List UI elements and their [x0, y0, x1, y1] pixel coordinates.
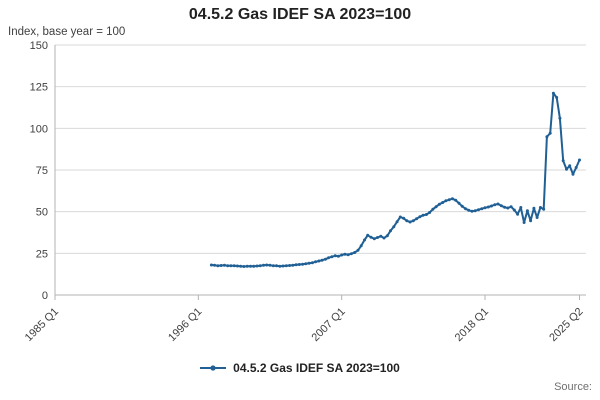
svg-text:150: 150: [30, 40, 48, 52]
svg-text:50: 50: [36, 207, 48, 219]
svg-text:1985 Q1: 1985 Q1: [23, 306, 61, 344]
svg-text:2018 Q1: 2018 Q1: [453, 306, 491, 344]
svg-text:25: 25: [36, 248, 48, 260]
legend[interactable]: 04.5.2 Gas IDEF SA 2023=100: [0, 361, 600, 375]
svg-text:125: 125: [30, 82, 48, 94]
svg-text:0: 0: [42, 290, 48, 302]
legend-line-icon: [200, 365, 227, 371]
svg-text:2025 Q2: 2025 Q2: [547, 306, 585, 344]
svg-text:100: 100: [30, 123, 48, 135]
svg-text:2007 Q1: 2007 Q1: [309, 306, 347, 344]
svg-text:1996 Q1: 1996 Q1: [166, 306, 204, 344]
legend-series-label: 04.5.2 Gas IDEF SA 2023=100: [233, 361, 400, 375]
chart-title: 04.5.2 Gas IDEF SA 2023=100: [188, 6, 412, 23]
svg-text:75: 75: [36, 165, 48, 177]
source-label: Source:: [554, 381, 592, 393]
y-axis-unit-label: Index, base year = 100: [8, 26, 126, 38]
chart-svg: 0 25 50 75 100 125 150 1985 Q1 1996 Q1 2007 Q1 201…: [23, 40, 586, 344]
